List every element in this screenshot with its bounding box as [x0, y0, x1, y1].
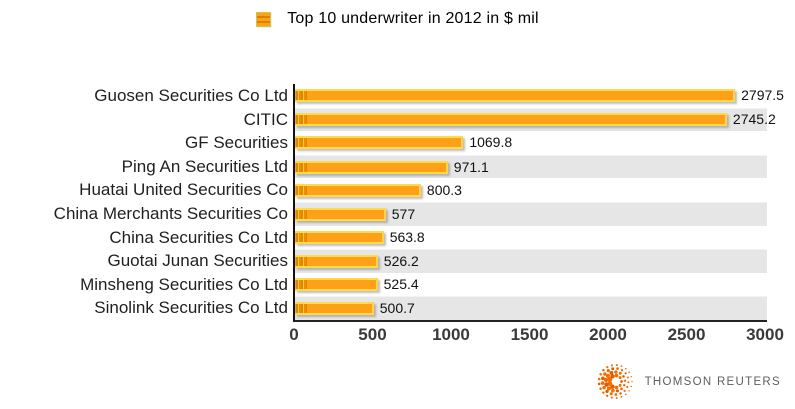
bar-value-label: 563.8 — [389, 228, 425, 245]
bar — [295, 89, 736, 103]
thomson-reuters-logo-icon — [597, 364, 633, 399]
bar — [295, 207, 386, 221]
branding: THOMSON REUTERS — [595, 361, 781, 402]
y-axis-label: Guosen Securities Co Ltd — [94, 86, 288, 105]
bar — [295, 183, 421, 197]
bar — [295, 113, 727, 127]
y-axis-label: Huatai United Securities Co — [79, 180, 288, 200]
bar — [295, 278, 378, 292]
bar — [295, 230, 384, 244]
bar-value-label: 526.2 — [383, 252, 419, 269]
plot-area: 2797.5 2745.2 1069.8 971.1 800.3 577 563.8 526.… — [293, 84, 784, 322]
bar-row: 1069.8 — [295, 131, 767, 155]
bar-row: 971.1 — [295, 154, 767, 179]
y-axis-label: Minsheng Securities Co Ltd — [80, 274, 288, 294]
bar-row: 800.3 — [295, 178, 767, 202]
bar-row: 577 — [295, 201, 767, 226]
bar — [295, 254, 378, 268]
x-axis-tick-label: 3000 — [746, 325, 784, 344]
chart-legend: Top 10 underwriter in 2012 in $ mil — [0, 7, 795, 31]
bar-value-label: 577 — [391, 205, 416, 222]
x-axis-tick-label: 500 — [358, 325, 387, 344]
y-axis-label: China Securities Co Ltd — [109, 227, 288, 247]
y-axis-label: GF Securities — [185, 133, 288, 153]
y-axis-label: CITIC — [243, 109, 288, 129]
x-axis-tick-label: 1000 — [432, 325, 470, 344]
x-axis-tick-label: 2500 — [667, 325, 706, 344]
bar-value-label: 2797.5 — [741, 87, 784, 104]
bar-value-label: 971.1 — [453, 158, 489, 175]
bar-value-label: 800.3 — [426, 181, 462, 198]
bar-row: 563.8 — [295, 226, 767, 250]
bar-row: 2797.5 — [295, 84, 784, 108]
bar — [295, 136, 464, 150]
x-axis-tick-label: 0 — [289, 325, 299, 344]
bar-row: 525.4 — [295, 273, 767, 297]
bar — [295, 160, 448, 174]
y-axis-label: Guotai Junan Securities — [107, 251, 289, 271]
x-axis: 0 500 1000 1500 2000 2500 3000 — [289, 325, 784, 345]
y-axis-label: Sinolink Securities Co Ltd — [94, 298, 288, 318]
bar-value-label: 500.7 — [379, 300, 415, 317]
chart-title: Top 10 underwriter in 2012 in $ mil — [287, 10, 539, 27]
bar-row: 526.2 — [295, 249, 767, 273]
bar-row: 2745.2 — [295, 107, 776, 132]
y-axis-label: Ping An Securities Ltd — [121, 156, 288, 176]
bar — [295, 302, 374, 316]
bar-row: 500.7 — [295, 296, 767, 320]
legend-marker-icon — [256, 11, 272, 27]
y-axis-label: China Merchants Securities Co — [53, 203, 288, 223]
x-axis-tick-label: 2000 — [589, 325, 627, 344]
bar-value-label: 1069.8 — [469, 134, 513, 151]
brand-wordmark: THOMSON REUTERS — [644, 375, 781, 388]
y-axis-labels: Guosen Securities Co Ltd CITIC GF Securiti… — [0, 84, 291, 320]
x-axis-tick-label: 1500 — [510, 325, 549, 344]
bar-value-label: 2745.2 — [732, 111, 776, 128]
bar-value-label: 525.4 — [383, 276, 419, 293]
